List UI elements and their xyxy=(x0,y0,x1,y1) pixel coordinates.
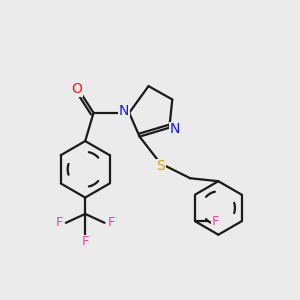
Text: F: F xyxy=(56,216,63,229)
Text: F: F xyxy=(107,216,115,229)
Text: N: N xyxy=(119,104,129,118)
Text: F: F xyxy=(82,235,89,248)
Text: N: N xyxy=(169,122,180,136)
Text: O: O xyxy=(71,82,82,96)
Text: F: F xyxy=(212,215,219,228)
Text: S: S xyxy=(157,159,165,173)
